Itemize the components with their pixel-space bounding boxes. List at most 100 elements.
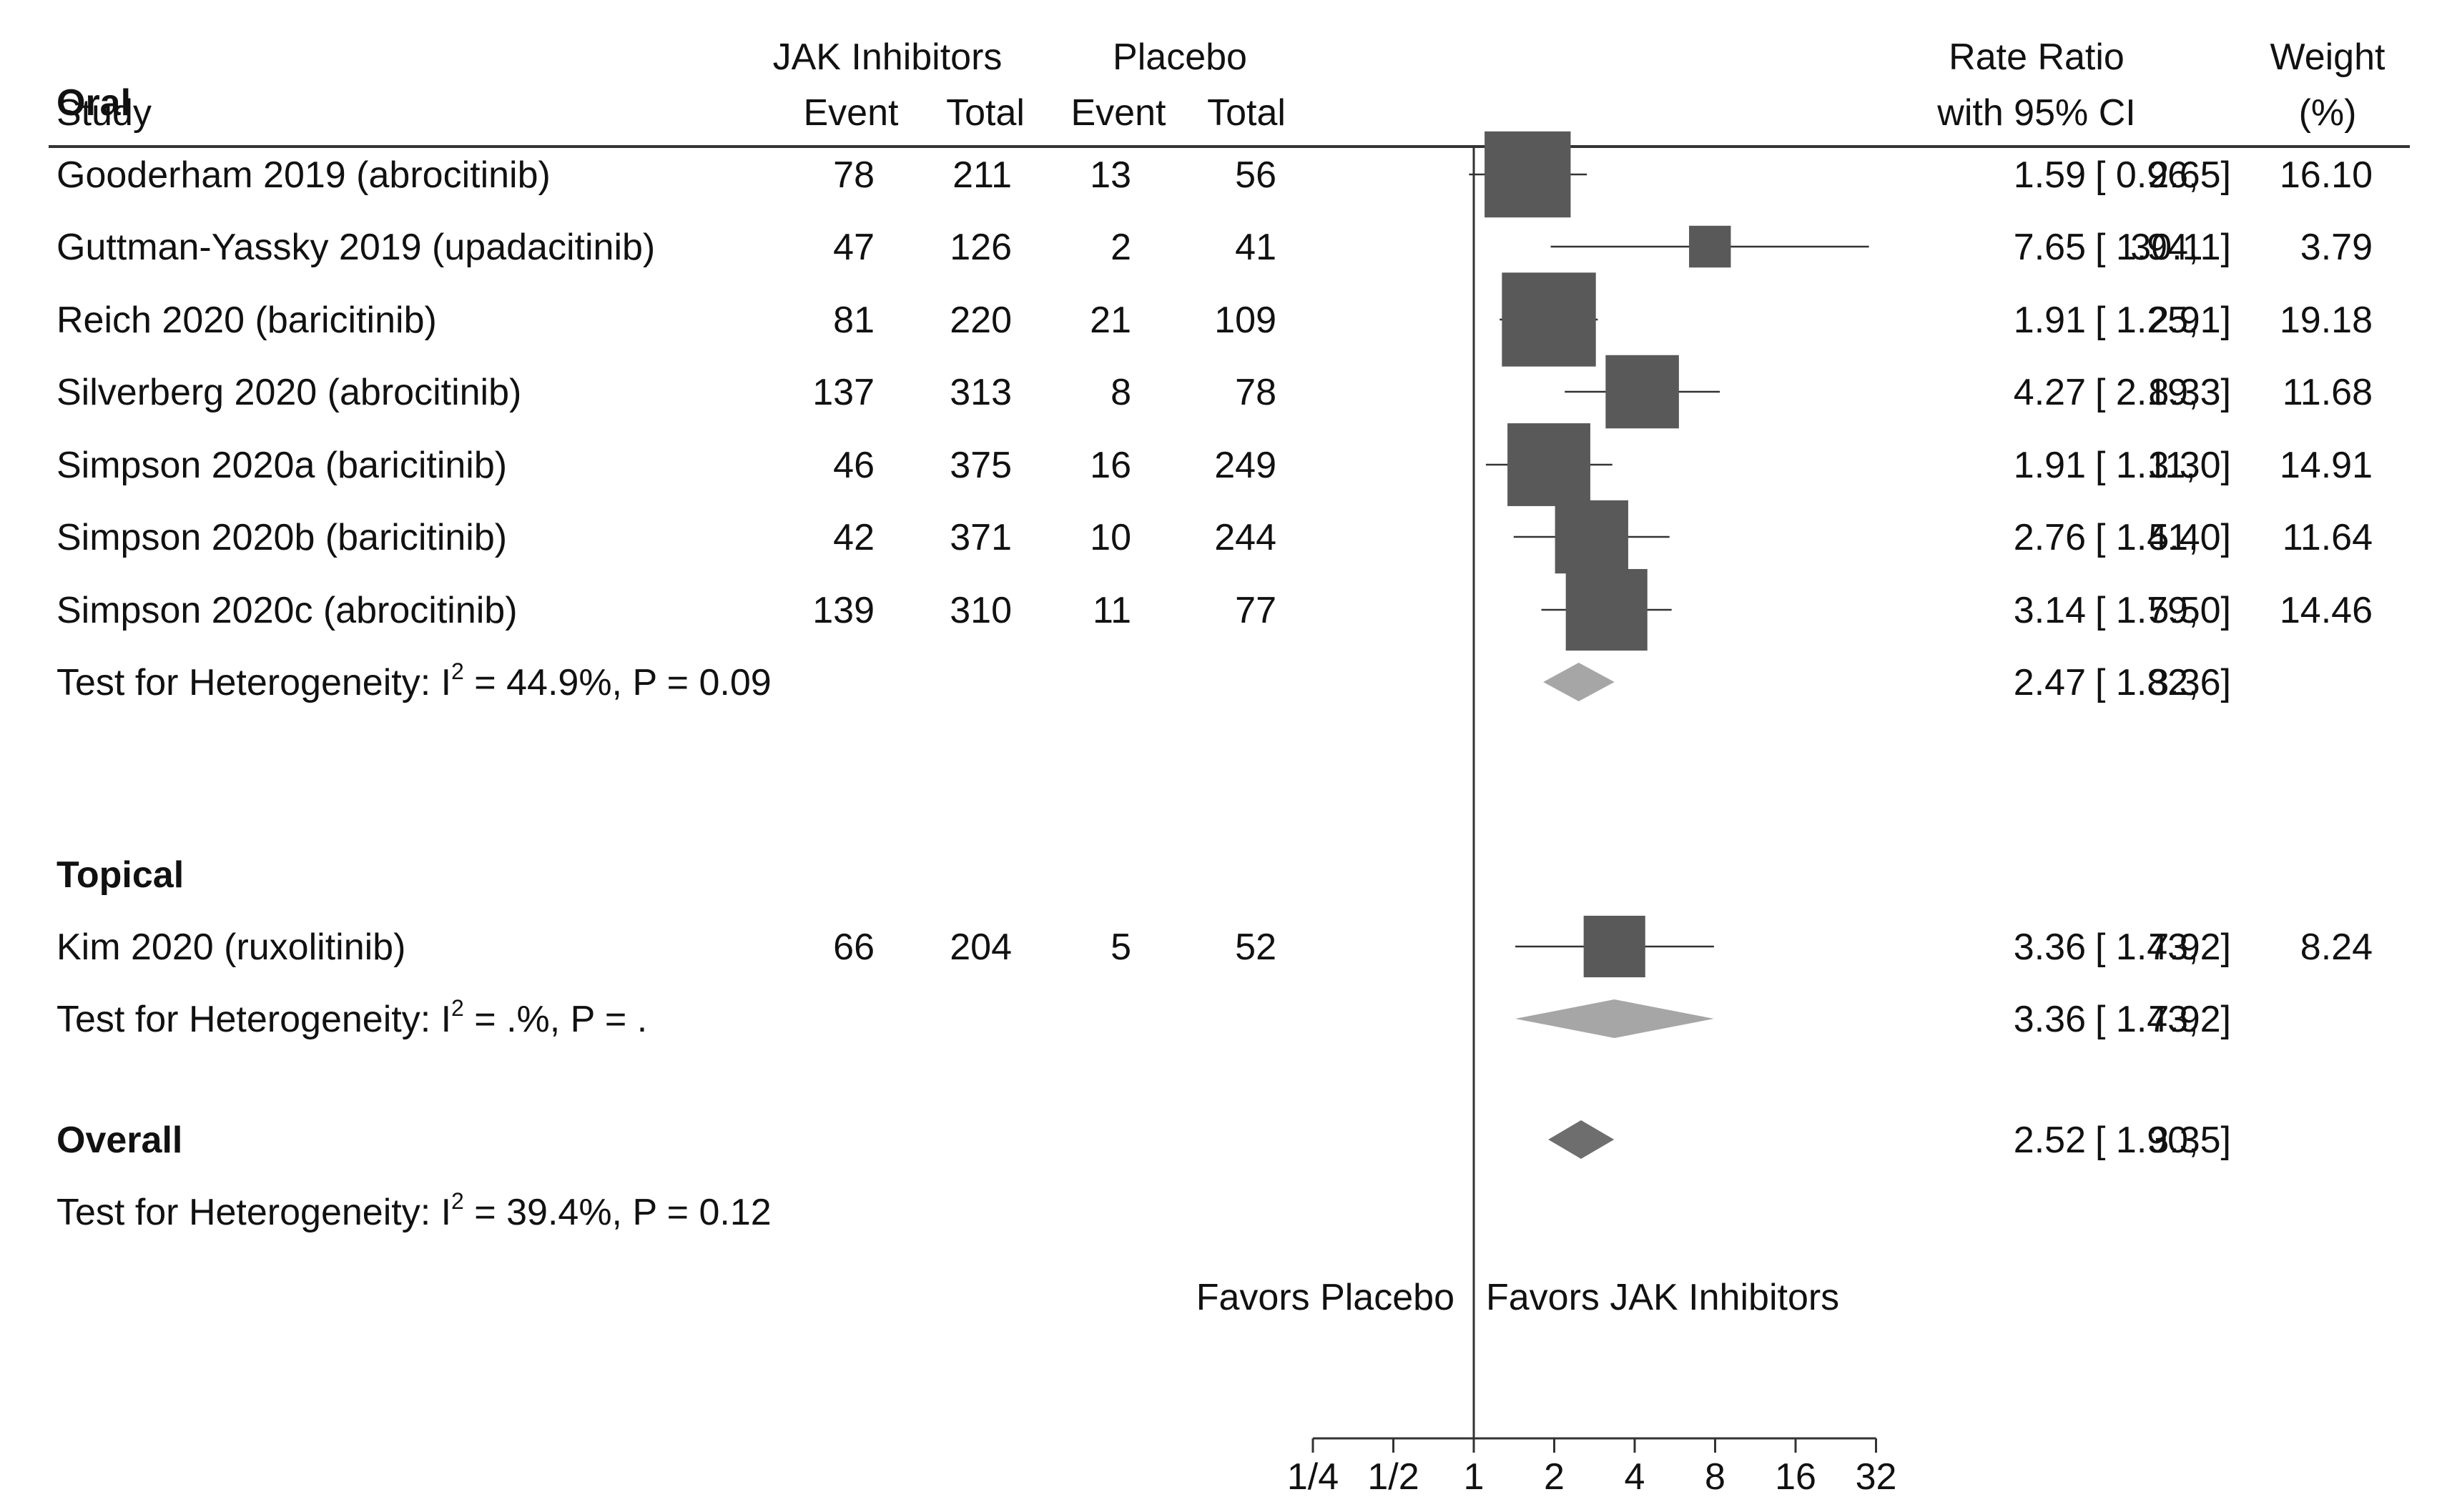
study-0-2-ci-lower: [ 1.25, bbox=[2095, 300, 2199, 341]
overall-ci-upper: 3.35] bbox=[2148, 1120, 2231, 1161]
study-0-0-jak-total: 211 bbox=[952, 154, 1012, 196]
x-tick-label-1: 1/2 bbox=[1367, 1456, 1419, 1498]
study-0-5-ci-upper: 5.40] bbox=[2148, 517, 2231, 558]
study-0-4-jak-event: 46 bbox=[833, 445, 875, 486]
study-0-6-jak-total: 310 bbox=[950, 590, 1012, 631]
study-1-0-name: Kim 2020 (ruxolitinib) bbox=[56, 927, 405, 968]
study-0-2-placebo-event: 21 bbox=[1090, 300, 1131, 341]
study-0-5-rr: 2.76 bbox=[2014, 517, 2086, 558]
pooled-oral-rr: 2.47 bbox=[2014, 662, 2086, 703]
x-tick-label-6: 16 bbox=[1775, 1456, 1816, 1498]
study-0-3-placebo-event: 8 bbox=[1111, 372, 1131, 413]
group-header-overall: Overall bbox=[56, 1120, 182, 1161]
study-0-4-ci-upper: 3.30] bbox=[2148, 445, 2231, 486]
study-0-2-jak-total: 220 bbox=[950, 300, 1012, 341]
favors-placebo-label: Favors Placebo bbox=[1196, 1277, 1454, 1318]
study-0-3-placebo-total: 78 bbox=[1235, 372, 1276, 413]
study-1-0-box bbox=[1583, 915, 1645, 978]
study-0-5-name: Simpson 2020b (baricitinib) bbox=[56, 517, 507, 558]
study-0-0-box bbox=[1485, 131, 1571, 218]
study-0-2-name: Reich 2020 (baricitinib) bbox=[56, 300, 437, 341]
study-0-0-rr: 1.59 bbox=[2014, 154, 2086, 196]
study-0-6-placebo-total: 77 bbox=[1235, 590, 1276, 631]
study-0-1-jak-total: 126 bbox=[950, 227, 1012, 268]
pooled-topical-diamond bbox=[1515, 999, 1714, 1038]
pooled-oral-ci-upper: 3.36] bbox=[2148, 662, 2231, 703]
overall-rr: 2.52 bbox=[2014, 1120, 2086, 1161]
study-0-5-weight: 11.64 bbox=[2283, 517, 2373, 558]
study-0-5-box bbox=[1555, 500, 1628, 574]
study-0-1-placebo-total: 41 bbox=[1235, 227, 1276, 268]
study-0-6-ci-upper: 5.50] bbox=[2148, 590, 2231, 631]
study-0-2-jak-event: 81 bbox=[833, 300, 875, 341]
study-0-4-ci-lower: [ 1.11, bbox=[2095, 445, 2196, 486]
header-rate-ratio: Rate Ratio bbox=[1949, 36, 2125, 78]
pooled-oral-heterogeneity-stats: = 44.9%, P = 0.09 bbox=[464, 662, 772, 703]
pooled-topical-heterogeneity-superscript: 2 bbox=[451, 995, 464, 1021]
study-0-1-box bbox=[1689, 225, 1731, 268]
study-1-0-jak-event: 66 bbox=[833, 927, 875, 968]
study-0-6-rr: 3.14 bbox=[2014, 590, 2086, 631]
study-1-0-placebo-event: 5 bbox=[1111, 927, 1131, 968]
study-1-0-rr: 3.36 bbox=[2014, 927, 2086, 968]
header-placebo-total: Total bbox=[1207, 92, 1286, 134]
pooled-oral-heterogeneity: Test for Heterogeneity: I2 = 44.9%, P = … bbox=[56, 658, 772, 703]
header-jak-total: Total bbox=[946, 92, 1025, 134]
study-0-1-placebo-event: 2 bbox=[1111, 227, 1131, 268]
study-0-4-placebo-total: 249 bbox=[1214, 445, 1276, 486]
study-0-2-weight: 19.18 bbox=[2280, 300, 2373, 341]
study-0-2-ci-upper: 2.91] bbox=[2148, 300, 2231, 341]
study-0-2-rr: 1.91 bbox=[2014, 300, 2086, 341]
study-0-3-ci-upper: 8.33] bbox=[2148, 372, 2231, 413]
study-0-1-rr: 7.65 bbox=[2014, 227, 2086, 268]
study-1-0-weight: 8.24 bbox=[2300, 927, 2373, 968]
study-0-1-weight: 3.79 bbox=[2300, 227, 2373, 268]
header-weight-unit: (%) bbox=[2299, 92, 2357, 134]
study-0-1-ci-upper: 30.11] bbox=[2130, 227, 2231, 268]
header-study: Study bbox=[56, 92, 152, 134]
study-0-3-jak-event: 137 bbox=[812, 372, 875, 413]
study-0-1-name: Guttman-Yassky 2019 (upadacitinib) bbox=[56, 227, 655, 268]
study-0-6-box bbox=[1565, 568, 1648, 651]
study-1-0-jak-total: 204 bbox=[950, 927, 1012, 968]
study-0-5-placebo-total: 244 bbox=[1214, 517, 1276, 558]
x-tick-label-0: 1/4 bbox=[1287, 1456, 1339, 1498]
study-0-3-weight: 11.68 bbox=[2283, 372, 2373, 413]
study-0-4-jak-total: 375 bbox=[950, 445, 1012, 486]
overall-heterogeneity-stats: = 39.4%, P = 0.12 bbox=[464, 1192, 772, 1233]
study-1-0-placebo-total: 52 bbox=[1235, 927, 1276, 968]
study-0-2-placebo-total: 109 bbox=[1214, 300, 1276, 341]
study-0-4-name: Simpson 2020a (baricitinib) bbox=[56, 445, 507, 486]
study-0-0-weight: 16.10 bbox=[2280, 154, 2373, 196]
study-1-0-ci-lower: [ 1.43, bbox=[2095, 927, 2199, 968]
forest-graphics bbox=[1469, 131, 1869, 1438]
study-0-1-ci-lower: [ 1.94, bbox=[2095, 227, 2199, 268]
pooled-topical-ci-lower: [ 1.43, bbox=[2095, 999, 2199, 1040]
header-ci: with 95% CI bbox=[1936, 92, 2135, 134]
x-tick-label-7: 32 bbox=[1856, 1456, 1897, 1498]
x-tick-label-3: 2 bbox=[1544, 1456, 1565, 1498]
group-header-oral: Oral bbox=[56, 82, 131, 124]
pooled-oral-ci-lower: [ 1.82, bbox=[2095, 662, 2199, 703]
study-0-6-name: Simpson 2020c (abrocitinib) bbox=[56, 590, 518, 631]
group-header-topical: Topical bbox=[56, 854, 184, 896]
overall-diamond bbox=[1548, 1120, 1615, 1159]
study-0-0-ci-upper: 2.65] bbox=[2148, 154, 2231, 196]
study-0-0-placebo-event: 13 bbox=[1090, 154, 1131, 196]
header-placebo-event: Event bbox=[1071, 92, 1167, 134]
x-tick-label-5: 8 bbox=[1705, 1456, 1725, 1498]
favors-jak-label: Favors JAK Inhibitors bbox=[1486, 1277, 1839, 1318]
header-placebo-group: Placebo bbox=[1113, 36, 1247, 78]
study-0-5-ci-lower: [ 1.41, bbox=[2095, 517, 2199, 558]
study-0-4-placebo-event: 16 bbox=[1090, 445, 1131, 486]
study-0-0-ci-lower: [ 0.96, bbox=[2095, 154, 2199, 196]
study-0-4-box bbox=[1507, 423, 1590, 506]
study-0-5-placebo-event: 10 bbox=[1090, 517, 1131, 558]
study-0-4-rr: 1.91 bbox=[2014, 445, 2086, 486]
study-1-0-ci-upper: 7.92] bbox=[2148, 927, 2231, 968]
overall-heterogeneity-superscript: 2 bbox=[451, 1188, 464, 1214]
study-0-0-placebo-total: 56 bbox=[1235, 154, 1276, 196]
study-0-0-jak-event: 78 bbox=[833, 154, 875, 196]
